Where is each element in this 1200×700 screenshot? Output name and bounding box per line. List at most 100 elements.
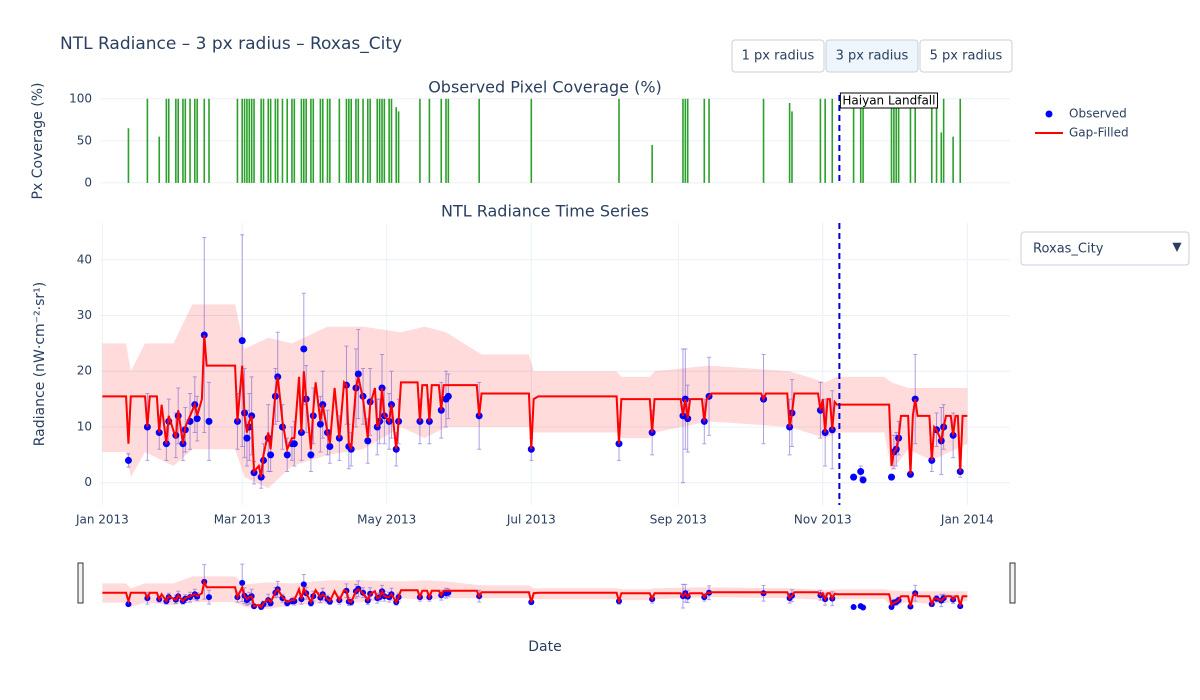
bar	[310, 98, 312, 183]
bar	[208, 98, 210, 183]
point	[888, 473, 896, 481]
point	[290, 440, 298, 448]
bar	[862, 98, 864, 183]
bar	[177, 98, 180, 183]
bar	[348, 98, 350, 183]
bar	[276, 98, 279, 183]
bar	[819, 98, 822, 183]
bar	[935, 98, 938, 183]
bar	[791, 111, 793, 183]
point	[206, 594, 213, 601]
bar	[274, 98, 277, 183]
button[interactable]	[731, 39, 825, 73]
x-tick-label: Jul 2013	[506, 513, 556, 527]
bar	[355, 98, 357, 183]
point	[444, 392, 452, 400]
dropdown-arrow[interactable]: ▼	[1172, 240, 1182, 254]
bar	[684, 98, 687, 183]
band	[102, 304, 968, 489]
button[interactable]	[825, 39, 919, 73]
bar	[182, 98, 184, 183]
bar	[326, 98, 329, 183]
dropdown-text[interactable]: Roxas_City	[1033, 242, 1104, 257]
bar	[852, 98, 855, 183]
bar	[366, 98, 369, 183]
bar	[940, 132, 943, 183]
bar	[175, 98, 177, 183]
y-tick-label: 10	[77, 419, 92, 433]
bar	[859, 98, 862, 183]
subplot-title: NTL Radiance Time Series	[441, 202, 649, 221]
bar	[300, 98, 303, 183]
y-tick-label: 30	[77, 308, 92, 322]
y-axis-label: Radiance (nW·cm⁻²·sr¹)	[32, 282, 48, 447]
point	[354, 370, 362, 378]
bar	[397, 111, 400, 183]
bar	[281, 98, 284, 183]
button-label[interactable]: 3 px radius	[836, 49, 909, 64]
point	[300, 581, 307, 588]
button[interactable]	[919, 39, 1013, 73]
legend-label: Observed	[1069, 107, 1127, 121]
point	[124, 456, 132, 464]
bar	[350, 98, 352, 183]
button-label[interactable]: 5 px radius	[930, 49, 1003, 64]
bar	[708, 98, 710, 183]
button-label[interactable]: 1 px radius	[742, 49, 815, 64]
x-tick-label: Jan 2014	[940, 513, 994, 527]
point	[243, 434, 251, 442]
bar	[395, 107, 398, 183]
bar	[959, 98, 962, 183]
bar	[788, 102, 791, 183]
bar	[895, 98, 898, 183]
bar	[329, 98, 331, 183]
bar	[381, 98, 383, 183]
line	[102, 578, 968, 609]
bar	[478, 98, 480, 183]
bar	[267, 98, 270, 183]
point	[239, 579, 246, 586]
bar	[291, 98, 293, 183]
bar	[893, 98, 895, 183]
bar	[241, 98, 243, 183]
bar	[248, 98, 251, 183]
bar	[184, 98, 187, 183]
bar	[419, 98, 421, 183]
y-tick-label: 50	[77, 133, 92, 147]
bar	[269, 98, 272, 183]
point	[193, 415, 201, 423]
annotation: Haiyan Landfall	[842, 94, 935, 108]
bar	[167, 98, 170, 183]
y-tick-label: 0	[84, 475, 92, 489]
y-tick-label: 40	[77, 252, 92, 266]
bar	[428, 98, 431, 183]
slider-handle[interactable]	[1009, 562, 1016, 604]
bar	[378, 98, 381, 183]
y-tick-label: 0	[84, 175, 92, 189]
dropdown[interactable]: Roxas_City ▼	[1020, 231, 1190, 266]
bar	[383, 98, 386, 183]
bar	[440, 98, 443, 183]
bar	[651, 145, 653, 183]
point	[850, 604, 857, 611]
dropdown-box[interactable]	[1020, 231, 1190, 266]
bar	[189, 98, 191, 183]
bar	[831, 98, 834, 183]
bar	[203, 98, 206, 183]
bar	[146, 98, 149, 183]
bar	[260, 98, 262, 183]
y-tick-label: 20	[77, 364, 92, 378]
bar	[682, 98, 684, 183]
bar	[362, 98, 364, 183]
slider-handle[interactable]	[77, 562, 84, 604]
x-tick-label: Sep 2013	[650, 513, 707, 527]
point	[267, 451, 275, 459]
bar	[686, 98, 689, 183]
point	[859, 476, 867, 484]
bar	[243, 98, 246, 183]
bar	[447, 98, 450, 183]
bar	[703, 98, 706, 183]
point	[307, 451, 315, 459]
point	[364, 437, 372, 445]
